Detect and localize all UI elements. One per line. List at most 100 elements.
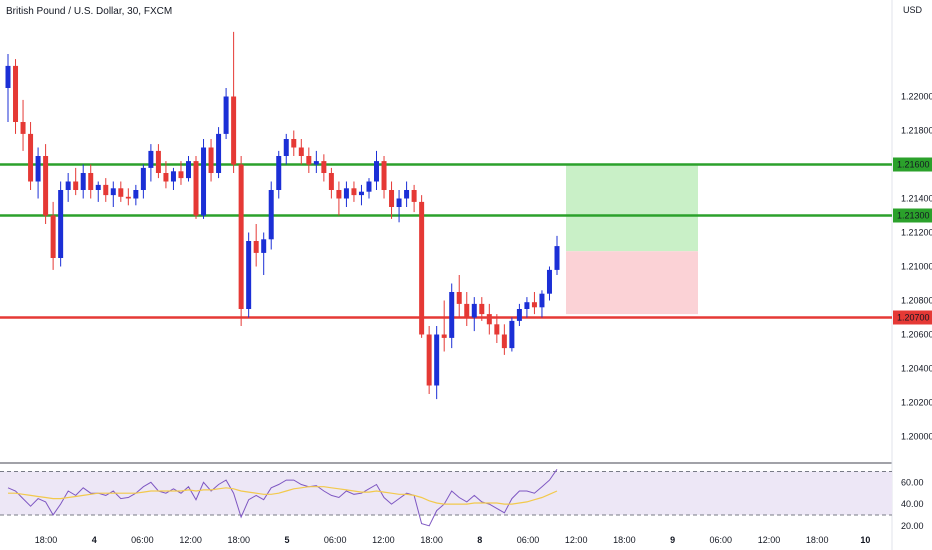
candle [456, 275, 462, 318]
candle-body [358, 191, 364, 196]
candle [501, 324, 507, 355]
candle [28, 122, 34, 190]
candle-body [516, 309, 522, 321]
candle [155, 144, 161, 179]
rsi-band [0, 471, 892, 515]
level-tag-label: 1.21300 [897, 211, 930, 221]
candle-body [208, 147, 214, 173]
candle-body [554, 246, 560, 270]
candle [50, 201, 56, 270]
candle [185, 156, 191, 182]
candle-body [261, 239, 267, 253]
candle-body [178, 171, 184, 179]
level-tag [893, 310, 932, 325]
candle-body [441, 334, 447, 338]
level-tag [893, 208, 932, 223]
candle-body [163, 173, 169, 182]
chart-title: British Pound / U.S. Dollar, 30, FXCM [6, 6, 172, 17]
price-tick-label: 1.20000 [901, 432, 932, 442]
candle-body [449, 292, 455, 338]
candle [163, 161, 169, 189]
candle-body [73, 181, 79, 190]
candle-body [298, 147, 304, 156]
candle [20, 99, 26, 151]
candle-body [291, 139, 297, 148]
candle [389, 181, 395, 219]
candle-body [170, 171, 176, 182]
candle-body [509, 320, 515, 349]
candle-body [5, 65, 11, 88]
candle-body [501, 334, 507, 349]
time-tick-label: 18:00 [613, 535, 636, 545]
candle [396, 190, 402, 223]
candle [419, 195, 425, 338]
candle [298, 139, 304, 165]
time-tick-label: 12:00 [758, 535, 781, 545]
level-tag-label: 1.21600 [897, 160, 930, 170]
time-tick-label: 06:00 [517, 535, 540, 545]
candle-body [389, 190, 395, 207]
time-tick-label: 12:00 [179, 535, 202, 545]
candle [13, 59, 19, 134]
candle-body [464, 303, 470, 318]
candle-body [133, 190, 139, 199]
candle-body [20, 122, 26, 134]
candle [140, 164, 146, 199]
candle-body [524, 302, 530, 309]
candle-body [336, 190, 342, 199]
price-tick-label: 1.21800 [901, 126, 932, 136]
candle [110, 181, 116, 207]
candle-body [426, 334, 432, 386]
candle [306, 147, 312, 173]
candle [5, 54, 11, 122]
candle-body [140, 167, 146, 190]
candle [343, 181, 349, 207]
candle-body [366, 181, 372, 192]
candle-body [65, 181, 71, 190]
candle-body [313, 161, 319, 165]
candle [291, 130, 297, 156]
candle [449, 283, 455, 349]
candle [201, 139, 207, 219]
candle-body [404, 190, 410, 199]
time-tick-label: 06:00 [710, 535, 733, 545]
candle-body [381, 161, 387, 190]
candle [358, 184, 364, 206]
candle-body [88, 173, 94, 190]
candle-body [95, 184, 101, 190]
candle [554, 235, 560, 275]
currency-label: USD [903, 5, 923, 15]
time-tick-label: 9 [670, 535, 675, 545]
candle-body [43, 156, 49, 216]
candle-body [539, 293, 545, 308]
price-tick-label: 1.21400 [901, 194, 932, 204]
price-tick-label: 1.20800 [901, 296, 932, 306]
candle-body [456, 292, 462, 304]
candle [479, 297, 485, 321]
candle-body [110, 188, 116, 196]
candle-body [396, 198, 402, 207]
time-tick-label: 18:00 [420, 535, 443, 545]
candle [336, 181, 342, 216]
candle [434, 326, 440, 400]
candle [404, 181, 410, 207]
candle-body [223, 96, 229, 134]
candle-body [103, 184, 109, 196]
candle [516, 303, 522, 326]
candle [43, 144, 49, 224]
candle [216, 127, 222, 179]
candle [366, 178, 372, 199]
candle [283, 133, 289, 165]
candle [486, 303, 492, 335]
candle [133, 184, 139, 206]
candle [464, 292, 470, 326]
price-tick-label: 1.21000 [901, 262, 932, 272]
candle-body [471, 303, 477, 318]
time-tick-label: 5 [284, 535, 289, 545]
time-tick-label: 4 [92, 535, 97, 545]
rsi-tick-label: 60.00 [901, 477, 924, 487]
candle-body [13, 65, 19, 122]
candle [494, 314, 500, 343]
